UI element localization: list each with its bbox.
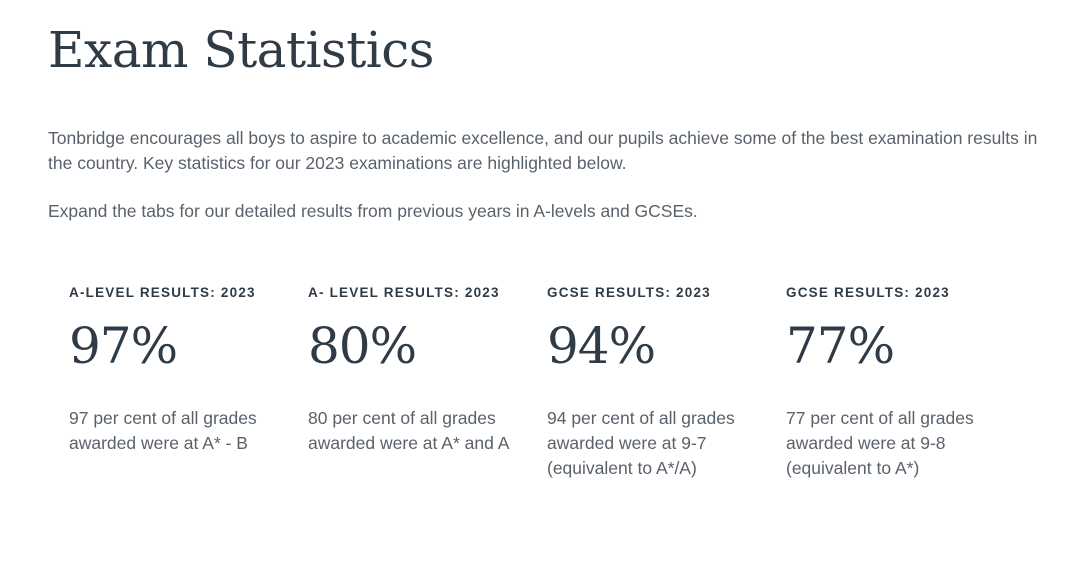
stat-label: GCSE RESULTS: 2023 (786, 285, 950, 300)
stats-row: A-LEVEL RESULTS: 2023 97% 97 per cent of… (69, 284, 1025, 481)
stat-value: 97% (69, 317, 178, 375)
stat-description: 77 per cent of all grades awarded were a… (786, 408, 974, 478)
stat-gcse-9-7: GCSE RESULTS: 2023 94% 94 per cent of al… (547, 284, 786, 481)
stat-description: 94 per cent of all grades awarded were a… (547, 408, 735, 478)
stat-gcse-9-8: GCSE RESULTS: 2023 77% 77 per cent of al… (786, 284, 1025, 481)
intro-paragraph: Tonbridge encourages all boys to aspire … (48, 128, 1038, 173)
stat-description: 97 per cent of all grades awarded were a… (69, 408, 257, 453)
page-title: Exam Statistics (48, 21, 434, 79)
stat-a-level-a-star-a: A- LEVEL RESULTS: 2023 80% 80 per cent o… (308, 284, 547, 481)
stat-label: A- LEVEL RESULTS: 2023 (308, 285, 500, 300)
stat-label: GCSE RESULTS: 2023 (547, 285, 711, 300)
stat-label: A-LEVEL RESULTS: 2023 (69, 285, 256, 300)
stat-value: 94% (547, 317, 656, 375)
stat-description: 80 per cent of all grades awarded were a… (308, 408, 510, 453)
stat-a-level-a-star-b: A-LEVEL RESULTS: 2023 97% 97 per cent of… (69, 284, 308, 481)
stat-value: 77% (786, 317, 895, 375)
stat-value: 80% (308, 317, 417, 375)
expand-tabs-note: Expand the tabs for our detailed results… (48, 201, 698, 221)
